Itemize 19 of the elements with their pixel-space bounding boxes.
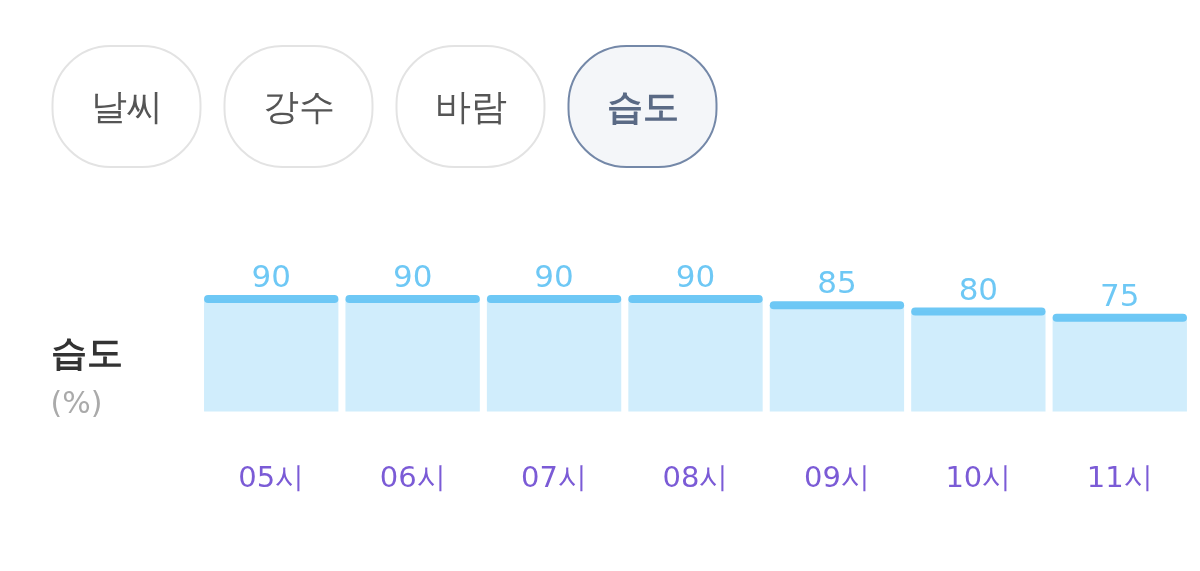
- x-tick-label: 08시: [662, 459, 729, 494]
- y-axis-title: 습도 (%): [50, 332, 123, 420]
- x-tick-label: 11시: [1086, 459, 1153, 494]
- x-tick-label: 09시: [803, 459, 870, 494]
- data-label: 90: [675, 258, 716, 294]
- text: 바람: [434, 86, 507, 127]
- data-label: 90: [534, 258, 574, 294]
- data-label: 75: [1100, 276, 1140, 313]
- text: 강수: [262, 86, 335, 127]
- text: 습도: [606, 86, 679, 127]
- data-label: 90: [251, 258, 291, 294]
- data-label: 80: [958, 270, 999, 307]
- data-label: 85: [817, 264, 857, 301]
- x-tick-label: 07시: [521, 459, 588, 494]
- x-tick-label: 05시: [238, 459, 305, 494]
- data-label: 90: [392, 258, 433, 294]
- x-tick-label: 10시: [945, 459, 1012, 494]
- text: 날씨: [90, 86, 163, 127]
- x-tick-label: 06시: [379, 459, 446, 494]
